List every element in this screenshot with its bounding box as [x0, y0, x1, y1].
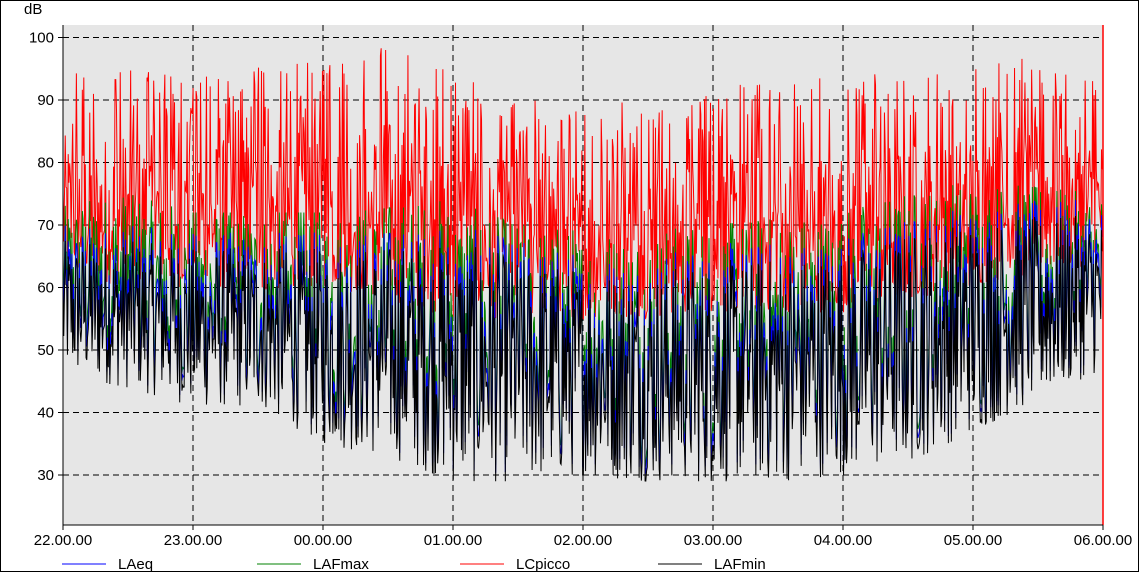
- y-tick-label: 80: [37, 155, 54, 172]
- x-tick-labels: 22.00.00 23.00.00 00.00.00 01.00.00 02.00.00…: [34, 525, 1132, 549]
- x-tick-label: 06.00.00: [1074, 532, 1132, 549]
- x-tick-label: 01.00.00: [424, 532, 482, 549]
- x-tick-label: 05.00.00: [944, 532, 1002, 549]
- y-axis-label: dB: [24, 1, 42, 18]
- y-tick-label: 100: [29, 30, 54, 47]
- x-tick-label: 02.00.00: [554, 532, 612, 549]
- series-line-lcpicco: [62, 48, 1104, 320]
- legend-label-lafmin: LAFmin: [714, 556, 766, 572]
- series-layer: [62, 25, 1104, 525]
- y-tick-labels: 30 40 50 60 70 80 90 100: [29, 30, 63, 484]
- y-tick-label: 60: [37, 280, 54, 297]
- x-tick-label: 22.00.00: [34, 532, 92, 549]
- series-line-lafmin: [62, 216, 1104, 482]
- x-tick-label: 23.00.00: [164, 532, 222, 549]
- legend: LAeq LAFmax LCpicco LAFmin: [62, 556, 766, 572]
- x-tick-label: 04.00.00: [814, 532, 872, 549]
- legend-label-lafmax: LAFmax: [313, 556, 369, 572]
- x-tick-label: 00.00.00: [294, 532, 352, 549]
- y-tick-label: 30: [37, 467, 54, 484]
- legend-label-laeq: LAeq: [118, 556, 153, 572]
- y-tick-label: 90: [37, 92, 54, 109]
- y-tick-label: 50: [37, 342, 54, 359]
- legend-label-lcpicco: LCpicco: [516, 556, 570, 572]
- y-tick-label: 70: [37, 217, 54, 234]
- x-tick-label: 03.00.00: [684, 532, 742, 549]
- y-tick-label: 40: [37, 405, 54, 422]
